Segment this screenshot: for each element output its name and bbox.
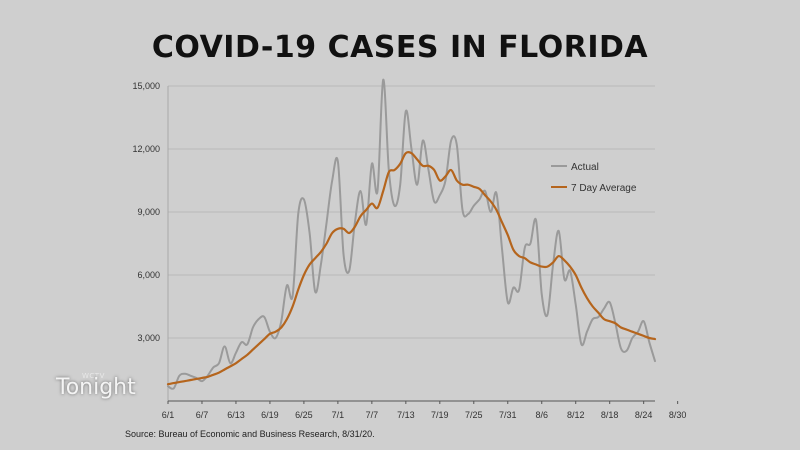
- legend-label: Actual: [571, 162, 599, 173]
- x-tick-label: 7/31: [499, 410, 517, 420]
- x-tick-label: 6/13: [227, 410, 245, 420]
- source-note: Source: Bureau of Economic and Business …: [125, 429, 375, 439]
- y-tick-label: 3,000: [137, 333, 160, 343]
- x-tick-label: 7/1: [332, 410, 345, 420]
- x-tick-label: 6/19: [261, 410, 279, 420]
- y-tick-label: 12,000: [132, 144, 160, 154]
- broadcast-logo: WCTV Tonight: [52, 372, 152, 400]
- series-line-7-day-average: [166, 151, 657, 386]
- y-tick-label: 15,000: [132, 81, 160, 91]
- chart-title: COVID-19 CASES IN FLORIDA: [151, 30, 649, 65]
- y-tick-label: 6,000: [137, 270, 160, 280]
- x-tick-label: 8/6: [535, 410, 548, 420]
- x-tick-label: 8/30: [669, 410, 687, 420]
- x-tick-label: 8/12: [567, 410, 585, 420]
- y-tick-label: 9,000: [137, 207, 160, 217]
- show-logo-text: Tonight: [56, 375, 136, 400]
- series-line-actual: [167, 78, 656, 390]
- x-tick-label: 8/18: [601, 410, 619, 420]
- x-tick-label: 6/7: [196, 410, 209, 420]
- x-tick-label: 7/7: [366, 410, 379, 420]
- x-tick-label: 6/25: [295, 410, 313, 420]
- legend-label: 7 Day Average: [571, 183, 637, 194]
- x-tick-label: 6/1: [162, 410, 175, 420]
- x-tick-label: 7/19: [431, 410, 449, 420]
- x-tick-label: 7/25: [465, 410, 483, 420]
- station-logo-text: WCTV: [82, 372, 105, 380]
- x-tick-label: 7/13: [397, 410, 415, 420]
- x-tick-label: 8/24: [635, 410, 653, 420]
